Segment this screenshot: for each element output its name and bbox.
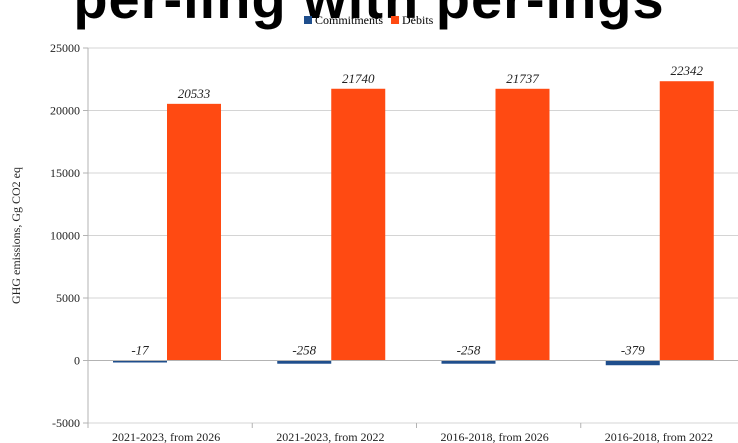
bar-commitments xyxy=(113,360,167,363)
x-tick-label: 2021-2023, from 2022 xyxy=(276,430,384,443)
legend-label: Debits xyxy=(402,13,434,27)
y-tick-label: 5000 xyxy=(56,291,80,305)
legend-label: Commitments xyxy=(315,13,383,27)
bar-commitments xyxy=(441,360,496,364)
bars xyxy=(113,81,714,366)
y-tick-label: 0 xyxy=(74,354,80,368)
axes: -5000 0 5000 10000 15000 20000 25000 GHG emissi… xyxy=(9,41,738,443)
y-tick-label: 20000 xyxy=(50,104,80,118)
legend: Commitments Debits xyxy=(304,13,434,27)
data-labels: -17 20533 -258 21740 -258 21737 -379 22342 xyxy=(131,63,703,357)
legend-swatch xyxy=(304,16,312,24)
data-label: 20533 xyxy=(178,86,211,101)
legend-swatch xyxy=(391,16,400,24)
data-label: -379 xyxy=(621,343,645,358)
y-axis-title: GHG emissions, Gg CO2 eq xyxy=(9,167,23,304)
bar-commitments xyxy=(277,360,332,364)
chart-title: per-ling with per-ings xyxy=(0,0,738,29)
data-label: -258 xyxy=(292,343,316,358)
data-label: 21740 xyxy=(342,71,375,86)
x-tick-label: 2016-2018, from 2022 xyxy=(605,430,713,443)
bar-debits xyxy=(659,81,714,361)
y-tick-label: 15000 xyxy=(50,166,80,180)
bar-debits xyxy=(167,103,221,361)
data-label: -17 xyxy=(131,343,149,358)
x-tick-label: 2016-2018, from 2026 xyxy=(440,430,548,443)
bar-debits xyxy=(495,88,550,361)
data-label: 21737 xyxy=(506,71,539,86)
data-label: -258 xyxy=(457,343,481,358)
bar-debits xyxy=(331,88,386,361)
bar-commitments xyxy=(605,360,660,366)
y-tick-label: 25000 xyxy=(50,41,80,55)
y-tick-label: -5000 xyxy=(52,416,80,430)
x-tick-label: 2021-2023, from 2026 xyxy=(112,430,220,443)
y-tick-label: 10000 xyxy=(50,229,80,243)
data-label: 22342 xyxy=(671,63,704,78)
